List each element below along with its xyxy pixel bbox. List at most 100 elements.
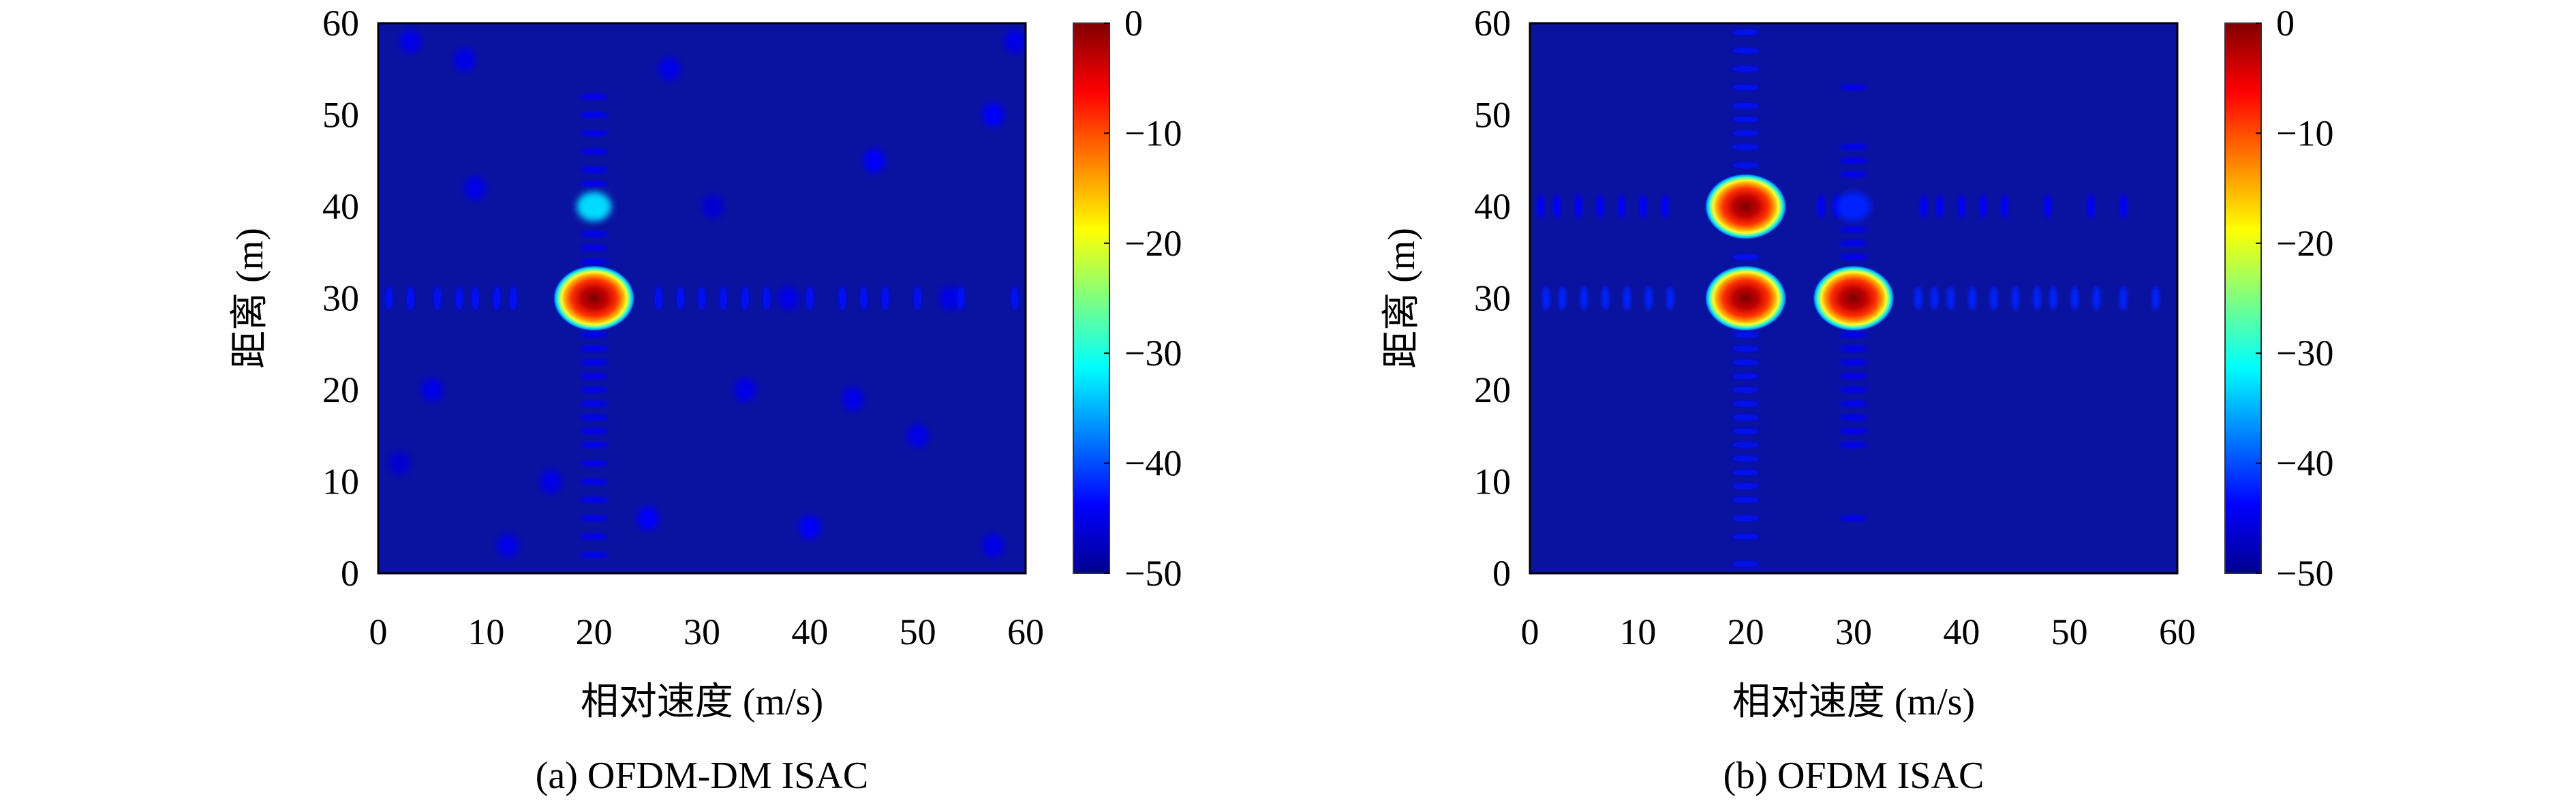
sidelobe-mark: [1542, 286, 1550, 310]
sidelobe-mark: [1968, 286, 1976, 310]
sidelobe-mark: [1580, 286, 1588, 310]
colorbar-tick-label: −20: [2276, 223, 2333, 264]
noise-blob: [777, 286, 799, 310]
y-tick-label: 50: [1474, 95, 1511, 136]
sidelobe-mark: [580, 387, 609, 393]
sidelobe-mark: [1732, 387, 1760, 393]
sidelobe-mark: [1839, 387, 1868, 393]
y-tick-label: 60: [1474, 3, 1511, 44]
sidelobe-mark: [580, 245, 609, 251]
sidelobe-mark: [493, 286, 501, 310]
y-tick-label: 60: [322, 3, 359, 44]
sidelobe-mark: [1839, 331, 1868, 338]
sidelobe-mark: [580, 258, 609, 265]
sidelobe-mark: [676, 286, 684, 310]
x-tick-label: 30: [1835, 611, 1872, 652]
sidelobe-mark: [1623, 286, 1631, 310]
noise-blob: [939, 286, 961, 310]
sidelobe-mark: [580, 181, 609, 187]
sidelobe-mark: [1732, 359, 1760, 365]
colorbar: [2224, 22, 2262, 574]
sidelobe-mark: [1839, 359, 1868, 365]
colorbar-tick-label: −20: [1124, 223, 1182, 264]
x-tick-label: 0: [369, 611, 388, 652]
sidelobe-mark: [455, 286, 463, 310]
sidelobe-mark: [1732, 533, 1760, 540]
y-tick-label: 0: [1492, 553, 1511, 594]
noise-blob: [906, 423, 929, 448]
sidelobe-mark: [1553, 194, 1561, 219]
sidelobe-mark: [580, 400, 609, 407]
sidelobe-mark: [1732, 48, 1760, 54]
sidelobe-mark: [1732, 561, 1760, 567]
noise-blob: [799, 515, 821, 540]
x-tick-label: 50: [2051, 611, 2088, 652]
sidelobe-mark: [1732, 428, 1760, 434]
sidelobe-mark: [1537, 194, 1545, 219]
sidelobe-mark: [580, 442, 609, 449]
sidelobe-mark: [580, 497, 609, 503]
colorbar-tick-label: 0: [1124, 3, 1143, 44]
sidelobe-mark: [580, 373, 609, 380]
sidelobe-mark: [1732, 331, 1760, 338]
sidelobe-mark: [720, 286, 728, 310]
sidelobe-mark: [1732, 102, 1760, 109]
sidelobe-mark: [433, 286, 442, 310]
colorbar-tick-label: −50: [2276, 553, 2333, 594]
x-axis-label: 相对速度 (m/s): [581, 681, 823, 723]
x-tick-label: 40: [791, 611, 828, 652]
sidelobe-mark: [1601, 286, 1610, 310]
x-tick-label: 10: [1619, 611, 1656, 652]
noise-blob: [658, 57, 681, 81]
sidelobe-mark: [1644, 286, 1653, 310]
plot-frame: [377, 22, 1027, 575]
sidelobe-mark: [1920, 194, 1928, 219]
y-axis-label: 距离 (m): [229, 228, 271, 369]
x-tick-label: 60: [1007, 611, 1044, 652]
sidelobe-mark: [580, 112, 609, 118]
sidelobe-mark: [1732, 116, 1760, 123]
sidelobe-mark: [1839, 84, 1868, 91]
noise-blob: [388, 451, 411, 476]
sidelobe-mark: [580, 231, 609, 237]
sidelobe-mark: [1732, 515, 1760, 522]
sidelobe-mark: [1990, 286, 1998, 310]
sidelobe-mark: [2011, 286, 2020, 310]
sidelobe-mark: [1839, 428, 1868, 434]
sidelobe-mark: [698, 286, 706, 310]
sidelobe-mark: [580, 460, 609, 466]
sidelobe-mark: [580, 428, 609, 434]
y-tick-label: 10: [322, 462, 359, 502]
x-tick-label: 60: [2159, 611, 2196, 652]
sidelobe-mark: [655, 286, 663, 310]
sidelobe-mark: [2044, 194, 2052, 219]
sidelobe-mark: [1732, 483, 1760, 489]
x-axis-label: 相对速度 (m/s): [1732, 681, 1975, 723]
sidelobe-mark: [1574, 194, 1582, 219]
sidelobe-mark: [881, 286, 889, 310]
colorbar-tick-label: −40: [1124, 443, 1182, 484]
noise-blob: [464, 176, 487, 200]
sidelobe-mark: [1946, 286, 1955, 310]
sidelobe-mark: [1639, 194, 1647, 219]
x-tick-label: 20: [1728, 611, 1764, 652]
noise-blob: [863, 149, 886, 173]
sidelobe-mark: [1931, 286, 1939, 310]
sidelobe-mark: [859, 286, 868, 310]
sidelobe-mark: [1558, 286, 1567, 310]
sidelobe-mark: [1839, 157, 1868, 164]
x-tick-label: 20: [576, 611, 613, 652]
sidelobe-mark: [1011, 286, 1019, 310]
sidelobe-mark: [580, 148, 609, 155]
plot-frame: [1529, 22, 2179, 575]
y-axis-label: 距离 (m): [1381, 228, 1423, 369]
noise-blob: [399, 29, 422, 54]
sidelobe-mark: [2049, 286, 2057, 310]
sidelobe-mark: [2071, 286, 2079, 310]
sidelobe-mark: [580, 166, 609, 173]
sidelobe-mark: [1979, 194, 1987, 219]
target-peak: [1812, 265, 1895, 331]
colorbar-tick-label: 0: [2276, 3, 2295, 44]
sidelobe-mark: [1839, 515, 1868, 522]
